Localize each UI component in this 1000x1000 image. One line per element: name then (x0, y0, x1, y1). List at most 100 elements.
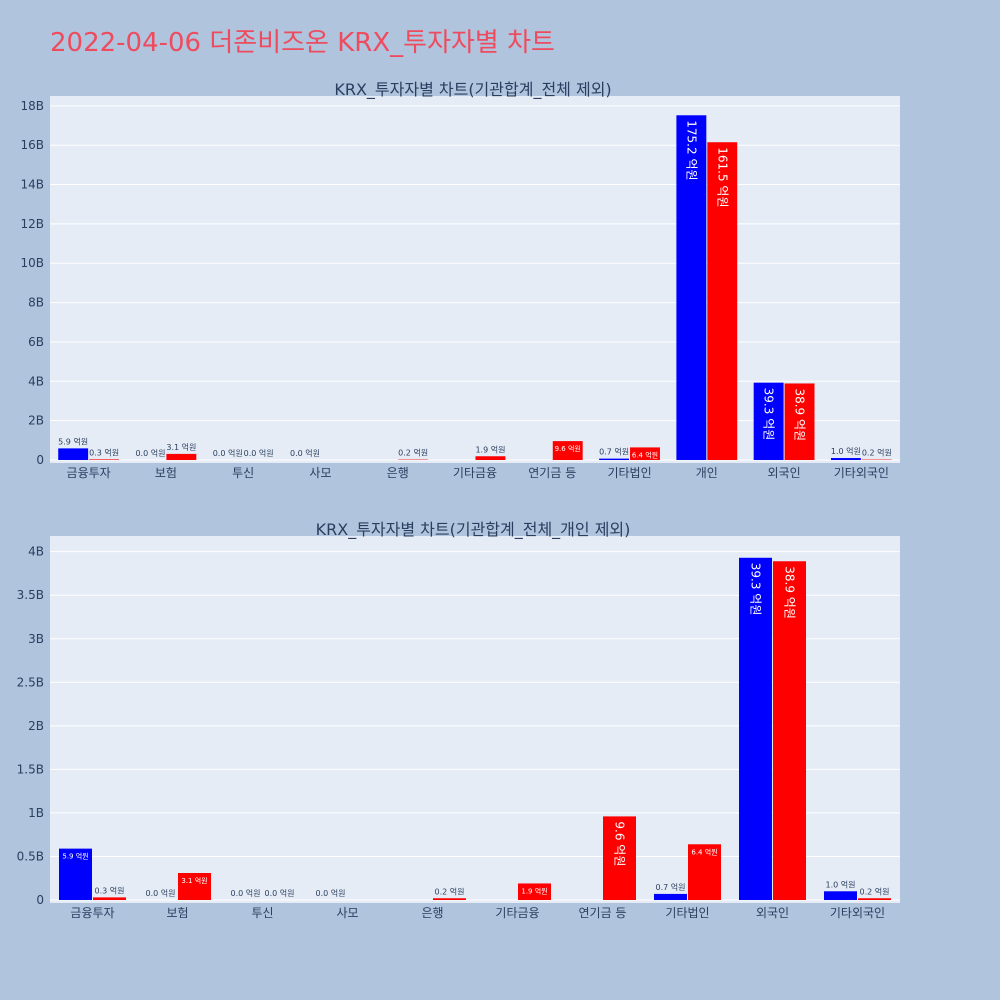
data-label: 0.2 억원 (862, 448, 892, 458)
x-tick-label: 투신 (251, 906, 273, 920)
chart-investor-excl-individual: KRX_투자자별 차트(기관합계_전체_개인 제외) 0 0.5B 1B 1.5B 2B… (17, 520, 900, 920)
y-tick-label: 3B (28, 632, 44, 646)
x-tick-label: 기타금융 (453, 466, 497, 480)
y-tick-label: 0 (36, 453, 44, 467)
data-label: 1.0 억원 (826, 879, 856, 889)
x-tick-label: 외국인 (768, 466, 801, 480)
bar (603, 816, 636, 900)
data-label: 175.2 억원 (684, 120, 698, 180)
x-tick-label: 개인 (696, 466, 718, 480)
data-label: 0.0 억원 (265, 888, 295, 898)
bar (830, 458, 861, 460)
data-label: 5.9 억원 (58, 436, 88, 446)
y-tick-label: 4B (28, 545, 44, 559)
data-label: 0.3 억원 (89, 447, 119, 457)
data-label: 9.6 억원 (555, 444, 581, 453)
data-label: 6.4 억원 (691, 847, 717, 856)
y-tick-label: 18B (20, 99, 44, 113)
bar (676, 115, 707, 460)
data-label: 1.9 억원 (475, 444, 505, 454)
x-tick-label: 투신 (232, 466, 254, 480)
x-tick-label: 기타외국인 (830, 906, 885, 920)
y-tick-label: 8B (28, 296, 44, 310)
bar (178, 873, 211, 900)
data-label: 6.4 억원 (632, 450, 658, 459)
y-tick-label: 16B (20, 138, 44, 152)
x-tick-label: 보험 (155, 466, 177, 480)
data-label: 1.9 억원 (521, 886, 547, 895)
data-label: 0.0 억원 (213, 448, 243, 458)
bar (630, 447, 660, 460)
x-tick-label: 외국인 (756, 906, 789, 920)
y-tick-label: 1.5B (17, 762, 44, 776)
bar (773, 561, 806, 900)
x-tick-label: 기타금융 (495, 906, 539, 920)
data-label: 0.0 억원 (231, 888, 261, 898)
x-tick-label: 은행 (421, 905, 443, 920)
bar (688, 844, 721, 900)
bar (552, 441, 583, 460)
data-label: 38.9 억원 (783, 566, 797, 619)
bar (59, 848, 92, 900)
data-label: 0.0 억원 (244, 448, 274, 458)
x-tick-label: 사모 (309, 466, 331, 480)
data-label: 0.2 억원 (435, 886, 465, 896)
bar (166, 453, 197, 460)
y-tick-label: 0 (36, 893, 44, 907)
plot-area (50, 536, 900, 903)
bar (753, 382, 784, 460)
x-tick-label: 금융투자 (67, 466, 111, 480)
data-label: 0.3 억원 (95, 885, 125, 895)
bar (858, 898, 891, 900)
data-label: 0.7 억원 (656, 882, 686, 892)
data-label: 0.0 억원 (135, 448, 165, 458)
y-tick-label: 2.5B (17, 675, 44, 689)
chart-investor-all: KRX_투자자별 차트(기관합계_전체 제외) 0 2B 4B 6B 8B 10B 12B 1… (20, 80, 900, 480)
x-tick-label: 기타외국인 (834, 466, 889, 480)
y-tick-label: 12B (20, 217, 44, 231)
data-label: 0.2 억원 (398, 448, 428, 458)
y-tick-label: 4B (28, 374, 44, 388)
chart-title: KRX_투자자별 차트(기관합계_전체 제외) (334, 80, 611, 100)
x-tick-label: 보험 (166, 906, 188, 920)
x-tick-label: 은행 (387, 465, 409, 480)
y-tick-label: 2B (28, 719, 44, 733)
data-label: 39.3 억원 (749, 563, 763, 616)
data-label: 39.3 억원 (762, 388, 776, 441)
y-tick-label: 3.5B (17, 588, 44, 602)
x-tick-label: 연기금 등 (528, 466, 576, 480)
bar (93, 897, 126, 900)
data-label: 0.7 억원 (599, 447, 629, 457)
bar (518, 883, 551, 900)
y-tick-label: 2B (28, 414, 44, 428)
bar (654, 893, 687, 900)
bar (739, 557, 772, 900)
bar (599, 458, 630, 460)
bar (89, 459, 120, 460)
data-label: 0.0 억원 (146, 888, 176, 898)
x-tick-label: 사모 (336, 906, 358, 920)
y-tick-label: 6B (28, 335, 44, 349)
data-label: 38.9 억원 (793, 388, 807, 441)
bar (433, 898, 466, 900)
data-label: 0.2 억원 (860, 886, 890, 896)
data-label: 5.9 억원 (62, 852, 88, 861)
chart-title: KRX_투자자별 차트(기관합계_전체_개인 제외) (316, 520, 631, 540)
bar (58, 448, 89, 460)
y-tick-label: 14B (20, 178, 44, 192)
x-tick-label: 기타법인 (607, 466, 651, 480)
bar (824, 891, 857, 900)
data-label: 3.1 억원 (166, 442, 196, 452)
bar (784, 383, 815, 460)
data-label: 0.0 억원 (316, 888, 346, 898)
bar (475, 456, 506, 460)
x-tick-label: 금융투자 (70, 906, 114, 920)
x-tick-label: 기타법인 (665, 906, 709, 920)
data-label: 9.6 억원 (613, 821, 627, 866)
y-tick-label: 0.5B (17, 849, 44, 863)
data-label: 0.0 억원 (290, 448, 320, 458)
page-title: 2022-04-06 더존비즈온 KRX_투자자별 차트 (50, 28, 555, 58)
y-tick-label: 1B (28, 806, 44, 820)
bar (707, 142, 738, 460)
x-tick-label: 연기금 등 (579, 906, 627, 920)
